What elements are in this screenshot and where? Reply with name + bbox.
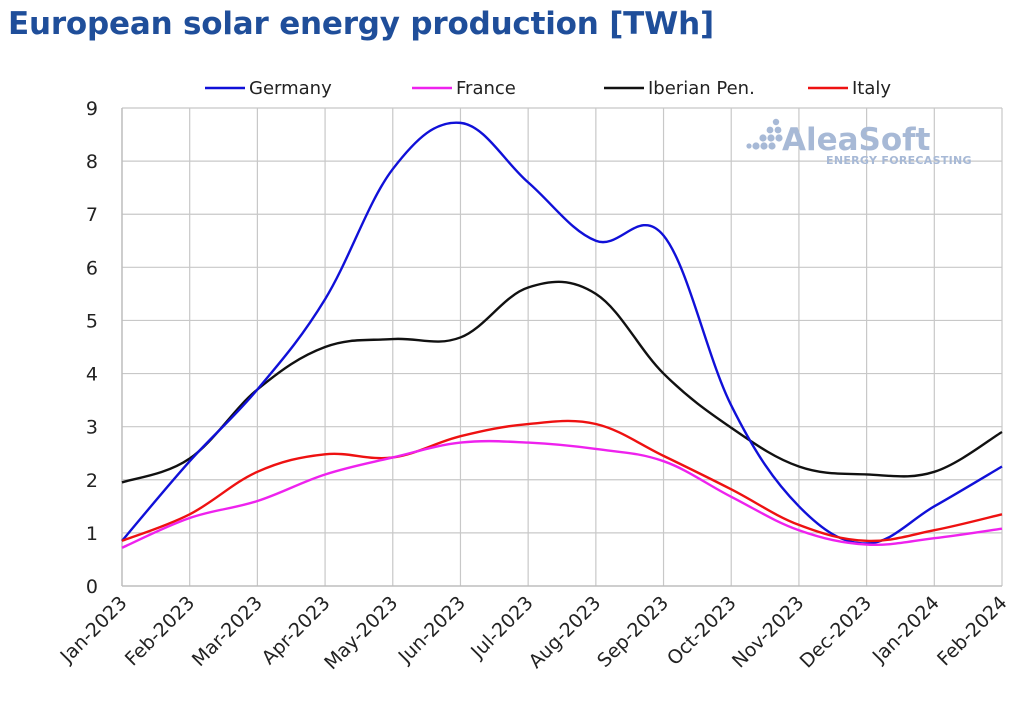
y-tick-label: 6 xyxy=(86,257,98,279)
logo-dot xyxy=(772,118,780,126)
legend-label-iberian-pen: Iberian Pen. xyxy=(648,78,755,99)
x-tick-label: Dec-2023 xyxy=(796,592,877,673)
y-tick-label: 5 xyxy=(86,310,98,332)
series-line-italy xyxy=(121,419,1003,543)
series-lines xyxy=(121,121,1003,549)
x-tick-labels: Jan-2023Feb-2023Mar-2023Apr-2023May-2023… xyxy=(56,592,1012,674)
aleasoft-logo-icon xyxy=(746,118,783,150)
x-tick-label: Jan-2024 xyxy=(868,592,944,668)
y-tick-label: 8 xyxy=(86,151,98,173)
watermark-brand: AleaSoft xyxy=(782,122,931,158)
logo-dot xyxy=(774,126,782,134)
logo-dot xyxy=(746,143,752,149)
x-tick-label: Nov-2023 xyxy=(728,592,808,672)
y-tick-label: 0 xyxy=(86,576,98,598)
logo-dot xyxy=(759,134,767,142)
aleasoft-watermark: AleaSoft ENERGY FORECASTING xyxy=(746,118,972,167)
legend-label-italy: Italy xyxy=(852,78,891,99)
logo-dot xyxy=(767,134,775,142)
chart-title: European solar energy production [TWh] xyxy=(8,6,714,42)
logo-dot xyxy=(752,142,760,150)
legend-label-germany: Germany xyxy=(249,78,332,99)
logo-dot xyxy=(760,142,768,150)
x-tick-label: Sep-2023 xyxy=(593,592,673,672)
legend-label-france: France xyxy=(456,78,516,99)
axes xyxy=(121,108,1002,587)
x-tick-label: Aug-2023 xyxy=(525,592,606,673)
y-tick-label: 4 xyxy=(86,364,98,386)
x-tick-label: Feb-2023 xyxy=(121,592,199,670)
series-line-france xyxy=(121,439,1003,549)
series-line-germany xyxy=(121,121,1003,545)
legend: Germany France Iberian Pen. Italy xyxy=(205,78,891,99)
x-tick-label: Jan-2023 xyxy=(56,592,132,668)
x-tick-label: May-2023 xyxy=(320,592,402,674)
watermark-tagline: ENERGY FORECASTING xyxy=(826,154,972,167)
y-tick-label: 1 xyxy=(86,523,98,545)
y-tick-label: 2 xyxy=(86,470,98,492)
x-tick-label: Feb-2024 xyxy=(933,592,1011,670)
grid-lines xyxy=(121,107,1003,586)
y-tick-label: 7 xyxy=(86,204,98,226)
logo-dot xyxy=(775,134,783,142)
logo-dot xyxy=(766,126,774,134)
logo-dot xyxy=(768,142,776,150)
y-tick-label: 3 xyxy=(86,417,98,439)
x-tick-label: Jun-2023 xyxy=(394,592,470,668)
y-tick-label: 9 xyxy=(86,98,98,120)
x-tick-label: Jul-2023 xyxy=(466,592,538,664)
y-tick-labels: 0 1 2 3 4 5 6 7 8 9 xyxy=(86,98,98,598)
x-tick-label: Mar-2023 xyxy=(188,592,267,671)
series-line-iberian-pen xyxy=(121,280,1003,484)
